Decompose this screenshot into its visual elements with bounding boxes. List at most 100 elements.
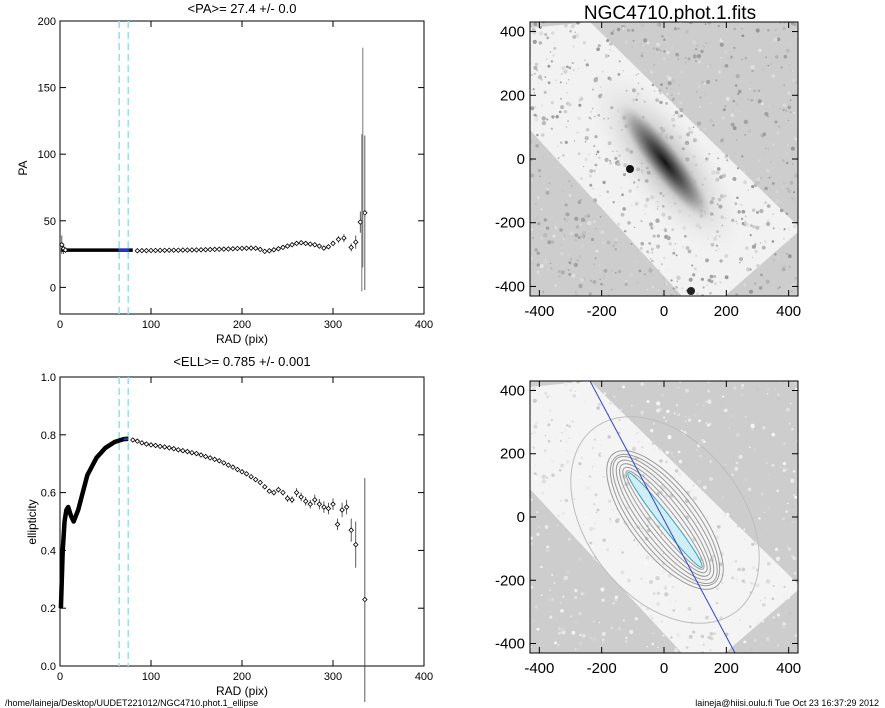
noise-speck (696, 292, 699, 296)
noise-speck (589, 636, 593, 640)
noise-speck (536, 251, 540, 255)
noise-speck (631, 562, 633, 564)
noise-speck (631, 446, 637, 451)
data-point (175, 247, 182, 253)
noise-speck (763, 240, 768, 244)
noise-speck (791, 283, 796, 288)
noise-speck (789, 44, 792, 46)
noise-speck (783, 84, 786, 87)
noise-speck (661, 486, 666, 492)
noise-speck (665, 61, 668, 63)
noise-speck (793, 381, 797, 386)
noise-speck (749, 625, 752, 628)
noise-speck (772, 227, 775, 230)
data-point (298, 239, 304, 246)
noise-speck (698, 84, 701, 87)
noise-speck (786, 144, 789, 146)
noise-speck (659, 459, 663, 463)
noise-speck (764, 544, 768, 549)
noise-speck (787, 105, 792, 110)
noise-speck (720, 57, 722, 59)
noise-speck (731, 576, 735, 580)
noise-speck (702, 643, 705, 646)
noise-speck (791, 163, 794, 165)
image-axis-ticks: -400 -200 0 200 400 -400 -200 0 200 400 (495, 22, 801, 320)
noise-speck (781, 186, 785, 190)
noise-speck (536, 196, 540, 200)
noise-speck (530, 140, 533, 143)
noise-speck (684, 420, 687, 423)
noise-speck (779, 108, 781, 110)
noise-speck (621, 193, 624, 196)
noise-speck (667, 497, 669, 499)
noise-speck (793, 135, 795, 138)
noise-speck (664, 229, 667, 233)
noise-speck (681, 287, 684, 290)
noise-speck (580, 456, 583, 460)
noise-speck (541, 104, 544, 107)
noise-speck (616, 468, 620, 471)
noise-speck (574, 293, 579, 296)
data-point (341, 235, 347, 241)
noise-speck (730, 122, 735, 127)
noise-speck (574, 216, 579, 221)
noise-speck (670, 452, 673, 455)
noise-speck (601, 631, 606, 637)
noise-speck (789, 469, 792, 472)
noise-speck (609, 162, 612, 165)
noise-speck (776, 396, 781, 400)
noise-speck (536, 153, 539, 156)
noise-speck (565, 441, 568, 443)
x-tick-label: 100 (142, 671, 160, 683)
noise-speck (546, 187, 550, 191)
noise-speck (678, 101, 683, 105)
noise-speck (571, 382, 575, 386)
noise-speck (741, 417, 743, 419)
noise-speck (734, 108, 739, 113)
noise-speck (536, 263, 540, 267)
y-tick-label: -200 (495, 215, 525, 232)
noise-speck (753, 282, 757, 285)
noise-speck (755, 225, 760, 230)
noise-speck (724, 463, 727, 466)
noise-speck (566, 65, 569, 69)
data-point (284, 243, 291, 249)
noise-speck (549, 51, 552, 53)
noise-speck (567, 78, 570, 81)
noise-speck (713, 282, 717, 286)
noise-speck (670, 279, 673, 282)
noise-speck (793, 224, 797, 229)
noise-speck (568, 273, 572, 276)
noise-speck (534, 464, 536, 466)
noise-speck (663, 409, 666, 412)
noise-speck (544, 434, 547, 437)
noise-speck (794, 137, 798, 141)
noise-speck (553, 46, 557, 50)
noise-speck (664, 282, 668, 286)
noise-speck (783, 442, 786, 445)
noise-speck (699, 454, 702, 458)
data-point (198, 452, 204, 458)
noise-speck (657, 289, 659, 292)
noise-speck (574, 31, 576, 33)
noise-speck (721, 36, 726, 41)
noise-speck (707, 390, 710, 393)
noise-speck (759, 242, 761, 244)
noise-speck (644, 570, 646, 573)
noise-speck (574, 233, 579, 238)
noise-speck (635, 280, 640, 285)
noise-speck (565, 484, 568, 487)
noise-speck (709, 102, 712, 105)
noise-speck (622, 26, 625, 30)
noise-speck (658, 447, 662, 451)
noise-speck (562, 512, 565, 515)
noise-speck (560, 251, 564, 256)
noise-speck (608, 42, 613, 46)
noise-speck (722, 395, 725, 398)
data-point (234, 466, 241, 473)
noise-speck (635, 432, 637, 435)
noise-speck (768, 88, 771, 91)
noise-speck (692, 484, 695, 487)
noise-speck (684, 498, 690, 504)
noise-speck (792, 191, 796, 194)
